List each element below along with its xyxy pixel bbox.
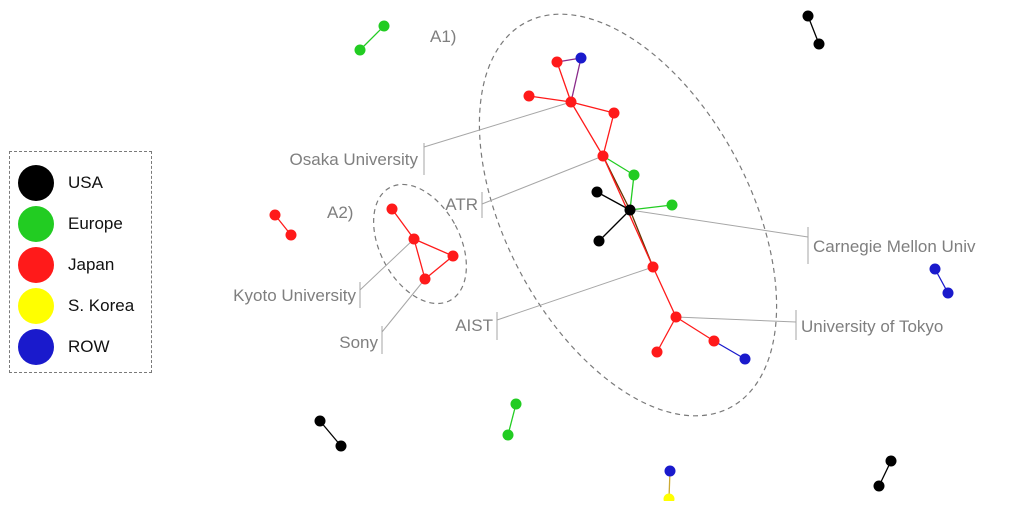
japan-swatch	[18, 247, 54, 283]
usa-swatch	[18, 165, 54, 201]
network-nodes	[269, 10, 954, 505]
edge	[359, 25, 385, 51]
node-kyoto-university	[408, 233, 420, 245]
cluster-a1-label: A1)	[430, 27, 456, 46]
edge	[596, 191, 631, 211]
cluster-a2-label: A2)	[327, 203, 353, 222]
edge	[413, 238, 426, 280]
legend-item-japan: Japan	[18, 247, 114, 283]
node-usa	[802, 10, 814, 22]
node-row	[575, 52, 587, 64]
legend-item-usa: USA	[18, 165, 103, 201]
edge	[391, 208, 415, 240]
legend-item-s-korea: S. Korea	[18, 288, 134, 324]
node-japan	[269, 209, 281, 221]
node-carnegie-mellon	[624, 204, 636, 216]
carnegie-mellon-label: Carnegie Mellon Univ	[813, 237, 976, 256]
europe-swatch	[18, 206, 54, 242]
edge	[602, 112, 615, 157]
legend-item-row: ROW	[18, 329, 110, 365]
node-row	[942, 287, 954, 299]
edge	[629, 174, 635, 211]
node-atr	[597, 150, 609, 162]
node-usa	[591, 186, 603, 198]
legend-item-europe: Europe	[18, 206, 123, 242]
edge	[424, 255, 454, 280]
node-europe	[354, 44, 366, 56]
legend-label-s-korea: S. Korea	[68, 296, 135, 315]
legend-label-japan: Japan	[68, 255, 115, 274]
osaka-callout-line	[423, 101, 572, 148]
edge	[656, 316, 677, 353]
node-row	[739, 353, 751, 365]
node-japan	[285, 229, 297, 241]
edge	[570, 101, 604, 157]
node-aist	[647, 261, 659, 273]
edge	[652, 266, 677, 318]
cluster-a1-outline	[478, 13, 778, 417]
edge	[570, 57, 582, 103]
node-japan	[708, 335, 720, 347]
kyoto-university-label: Kyoto University	[233, 286, 356, 305]
node-japan	[447, 250, 459, 262]
callout-lines	[359, 101, 809, 354]
edge	[675, 316, 715, 342]
node-row	[664, 465, 676, 477]
sony-callout-line	[381, 278, 426, 333]
node-japan	[651, 346, 663, 358]
node-usa	[873, 480, 885, 492]
node-osaka-university	[565, 96, 577, 108]
node-japan	[551, 56, 563, 68]
node-europe	[666, 199, 678, 211]
edge	[598, 209, 631, 242]
node-usa	[593, 235, 605, 247]
osaka-university-label: Osaka University	[290, 150, 419, 169]
node-europe	[510, 398, 522, 410]
row-swatch	[18, 329, 54, 365]
cmu-callout-line	[629, 209, 809, 238]
node-japan	[523, 90, 535, 102]
atr-label: ATR	[445, 195, 478, 214]
edge	[413, 238, 454, 257]
node-usa	[314, 415, 326, 427]
node-europe	[502, 429, 514, 441]
university-of-tokyo-label: University of Tokyo	[801, 317, 943, 336]
edge	[713, 340, 746, 360]
s-korea-swatch	[18, 288, 54, 324]
cluster-a2-outline	[373, 183, 467, 305]
atr-callout-line	[481, 155, 604, 205]
node-usa	[813, 38, 825, 50]
node-japan	[386, 203, 398, 215]
legend-label-europe: Europe	[68, 214, 123, 233]
node-europe	[378, 20, 390, 32]
edge	[602, 155, 635, 176]
edge	[629, 204, 673, 211]
edge	[528, 95, 572, 103]
network-edges	[274, 15, 949, 499]
edge	[556, 61, 572, 103]
node-japan	[608, 107, 620, 119]
legend-label-usa: USA	[68, 173, 103, 192]
aist-callout-line	[496, 266, 654, 321]
node-sony	[419, 273, 431, 285]
legend: USA Europe Japan S. Korea ROW	[9, 151, 152, 373]
node-korea	[663, 493, 675, 505]
node-usa	[885, 455, 897, 467]
edge	[570, 101, 615, 114]
node-university-of-tokyo	[670, 311, 682, 323]
tokyo-callout-line	[675, 316, 797, 323]
aist-label: AIST	[455, 316, 493, 335]
node-usa	[335, 440, 347, 452]
node-row	[929, 263, 941, 275]
node-europe	[628, 169, 640, 181]
kyoto-callout-line	[359, 238, 415, 291]
sony-label: Sony	[339, 333, 378, 352]
legend-label-row: ROW	[68, 337, 110, 356]
